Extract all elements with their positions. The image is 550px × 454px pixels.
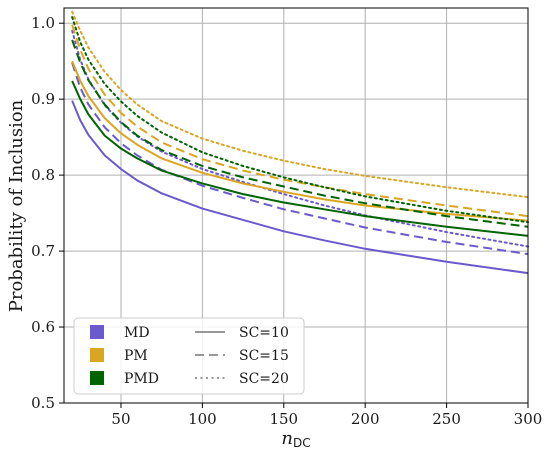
x-tick-label: 150 — [269, 410, 298, 428]
x-tick-label: 100 — [188, 410, 217, 428]
x-axis-title: nDC — [281, 428, 310, 450]
series-lines — [71, 10, 529, 275]
series-line-pm-sc20 — [71, 10, 529, 199]
y-axis-title: Probability of Inclusion — [6, 99, 27, 312]
series-line-pm-sc15 — [71, 24, 529, 218]
series-line-pmd-sc10 — [71, 80, 529, 237]
plot-frame — [63, 7, 529, 404]
axis-ticks: 50 100 150 200 250 300 0.5 0.6 0.7 0.8 0.9 1.0 — [31, 14, 542, 428]
legend-label-md: MD — [124, 325, 150, 341]
legend-label-sc10: SC=10 — [239, 325, 289, 341]
legend-entries: MD PM PMD SC=10 SC=15 SC=20 — [90, 325, 289, 387]
legend-swatch-md — [90, 325, 104, 339]
legend-label-pmd: PMD — [124, 371, 159, 387]
y-tick-label: 0.7 — [31, 242, 55, 260]
legend-label-sc20: SC=20 — [239, 371, 289, 387]
x-tick-label: 300 — [514, 410, 543, 428]
x-tick-label: 50 — [111, 410, 130, 428]
series-line-pmd-sc20 — [71, 16, 529, 224]
legend-label-sc15: SC=15 — [239, 348, 289, 364]
series-line-md-sc10 — [71, 100, 529, 275]
x-axis-title-subscript: DC — [293, 436, 311, 450]
y-tick-label: 1.0 — [31, 14, 55, 32]
legend-label-pm: PM — [124, 348, 148, 364]
legend-box — [73, 317, 305, 395]
series-line-pm-sc10 — [71, 60, 529, 222]
x-tick-label: 200 — [351, 410, 380, 428]
series-line-md-sc15 — [71, 62, 529, 256]
x-tick-label: 250 — [432, 410, 461, 428]
y-tick-label: 0.5 — [31, 394, 55, 412]
x-axis-title-main: n — [281, 428, 293, 449]
legend: MD PM PMD SC=10 SC=15 SC=20 — [73, 317, 305, 395]
y-tick-label: 0.8 — [31, 166, 55, 184]
series-line-pmd-sc15 — [71, 39, 529, 228]
legend-swatch-pm — [90, 348, 104, 362]
y-tick-label: 0.9 — [31, 90, 55, 108]
legend-swatch-pmd — [90, 371, 104, 385]
y-tick-label: 0.6 — [31, 318, 55, 336]
